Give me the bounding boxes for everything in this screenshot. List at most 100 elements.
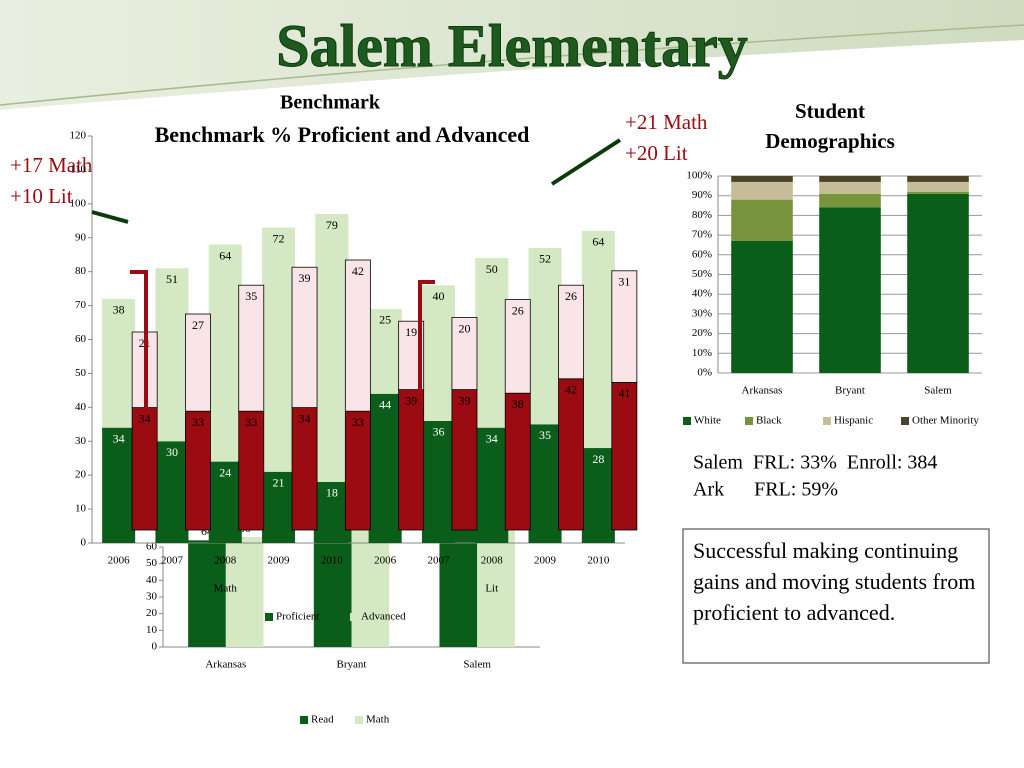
y-tick-label: 100% <box>686 170 712 182</box>
legend-label: Proficient <box>276 611 319 623</box>
data-label: 38 <box>113 303 125 317</box>
legend-label: Hispanic <box>834 415 873 427</box>
x-tick-label: Salem <box>463 659 491 671</box>
arrow <box>550 138 622 186</box>
y-tick-label: 40 <box>146 574 158 586</box>
data-label: 31 <box>618 275 630 289</box>
y-tick-label: 100 <box>70 197 87 209</box>
bar <box>208 244 242 462</box>
data-label: 41 <box>618 386 630 400</box>
arrow <box>130 270 148 410</box>
legend-swatch <box>823 417 831 425</box>
bar <box>185 313 211 412</box>
bar <box>208 461 242 543</box>
bar <box>819 207 881 373</box>
data-label: 19 <box>405 325 417 339</box>
data-label: 42 <box>565 383 577 397</box>
y-tick-label: 0% <box>697 367 712 379</box>
data-label: 21 <box>273 476 285 490</box>
bar <box>819 193 881 208</box>
note-box-content: Successful making continuing gains and m… <box>693 538 976 625</box>
data-label: 40 <box>432 289 444 303</box>
bar <box>731 181 793 200</box>
bar <box>611 270 638 383</box>
data-label: 39 <box>299 271 311 285</box>
bar <box>558 284 584 380</box>
bar <box>185 410 211 531</box>
y-tick-label: 20% <box>692 327 712 339</box>
note: Successful making continuing gains and m… <box>693 538 976 625</box>
data-label: 34 <box>486 431 498 445</box>
x-tick-label: 2010 <box>321 555 344 567</box>
y-tick-label: 80 <box>75 265 87 277</box>
data-label: 34 <box>299 411 311 425</box>
bar <box>558 378 584 531</box>
x-tick-label: 2008 <box>481 555 504 567</box>
legend-label: Other Minority <box>912 415 979 427</box>
y-tick-label: 10 <box>75 503 87 515</box>
group-label: Lit <box>485 583 498 595</box>
data-label: 38 <box>512 397 524 411</box>
bar <box>368 393 402 543</box>
bar <box>731 241 793 373</box>
data-label: 64 <box>219 248 231 262</box>
legend-swatch <box>265 613 273 621</box>
data-label: 25 <box>379 313 391 327</box>
y-tick-label: 50 <box>146 557 158 569</box>
arrow <box>418 280 435 410</box>
bar <box>475 258 509 428</box>
bar <box>907 191 969 194</box>
data-label: 26 <box>512 303 524 317</box>
y-tick-label: 60 <box>75 333 87 345</box>
bar <box>819 176 881 182</box>
bar <box>262 227 296 472</box>
bar <box>421 420 455 543</box>
bar <box>291 407 318 531</box>
frl-text: Salem FRL: 33% Enroll: 384 <box>693 452 937 474</box>
y-tick-label: 10 <box>146 624 158 636</box>
bar <box>238 410 265 531</box>
note-box <box>682 528 990 664</box>
data-label: 30 <box>166 445 178 459</box>
data-label: 34 <box>113 431 125 445</box>
frl-text: Ark FRL: 59% <box>693 479 838 501</box>
y-tick-label: 0 <box>81 537 87 549</box>
y-tick-label: 60% <box>692 248 712 260</box>
data-label: 28 <box>592 452 604 466</box>
data-label: 79 <box>326 218 338 232</box>
bar <box>291 266 318 409</box>
data-label: 18 <box>326 486 338 500</box>
x-tick-label: Arkansas <box>205 659 246 671</box>
arrow <box>91 210 129 224</box>
bar <box>262 471 296 543</box>
legend-label: Math <box>366 714 390 726</box>
bar <box>907 176 969 182</box>
bar <box>528 247 562 425</box>
bar <box>731 199 793 242</box>
annotation: +17 Math <box>10 153 93 177</box>
legend-swatch <box>350 613 358 621</box>
data-label: 34 <box>139 411 151 425</box>
bar <box>581 230 615 449</box>
y-tick-label: 30 <box>146 591 158 603</box>
group-label: Math <box>214 583 238 595</box>
annotation: +20 Lit <box>625 141 688 165</box>
x-tick-label: 2010 <box>587 555 610 567</box>
x-tick-label: 2009 <box>268 555 291 567</box>
data-label: 35 <box>539 428 551 442</box>
bar <box>528 424 562 543</box>
y-tick-label: 80% <box>692 209 712 221</box>
legend-swatch <box>300 716 308 724</box>
bar <box>344 410 371 531</box>
y-tick-label: 20 <box>75 469 87 481</box>
y-tick-label: 70% <box>692 229 712 241</box>
bar <box>238 284 265 412</box>
x-tick-label: Arkansas <box>742 385 783 397</box>
y-tick-label: 50% <box>692 268 712 280</box>
bar <box>731 176 793 182</box>
data-label: 42 <box>352 264 364 278</box>
y-tick-label: 40% <box>692 288 712 300</box>
y-tick-label: 90 <box>75 231 87 243</box>
